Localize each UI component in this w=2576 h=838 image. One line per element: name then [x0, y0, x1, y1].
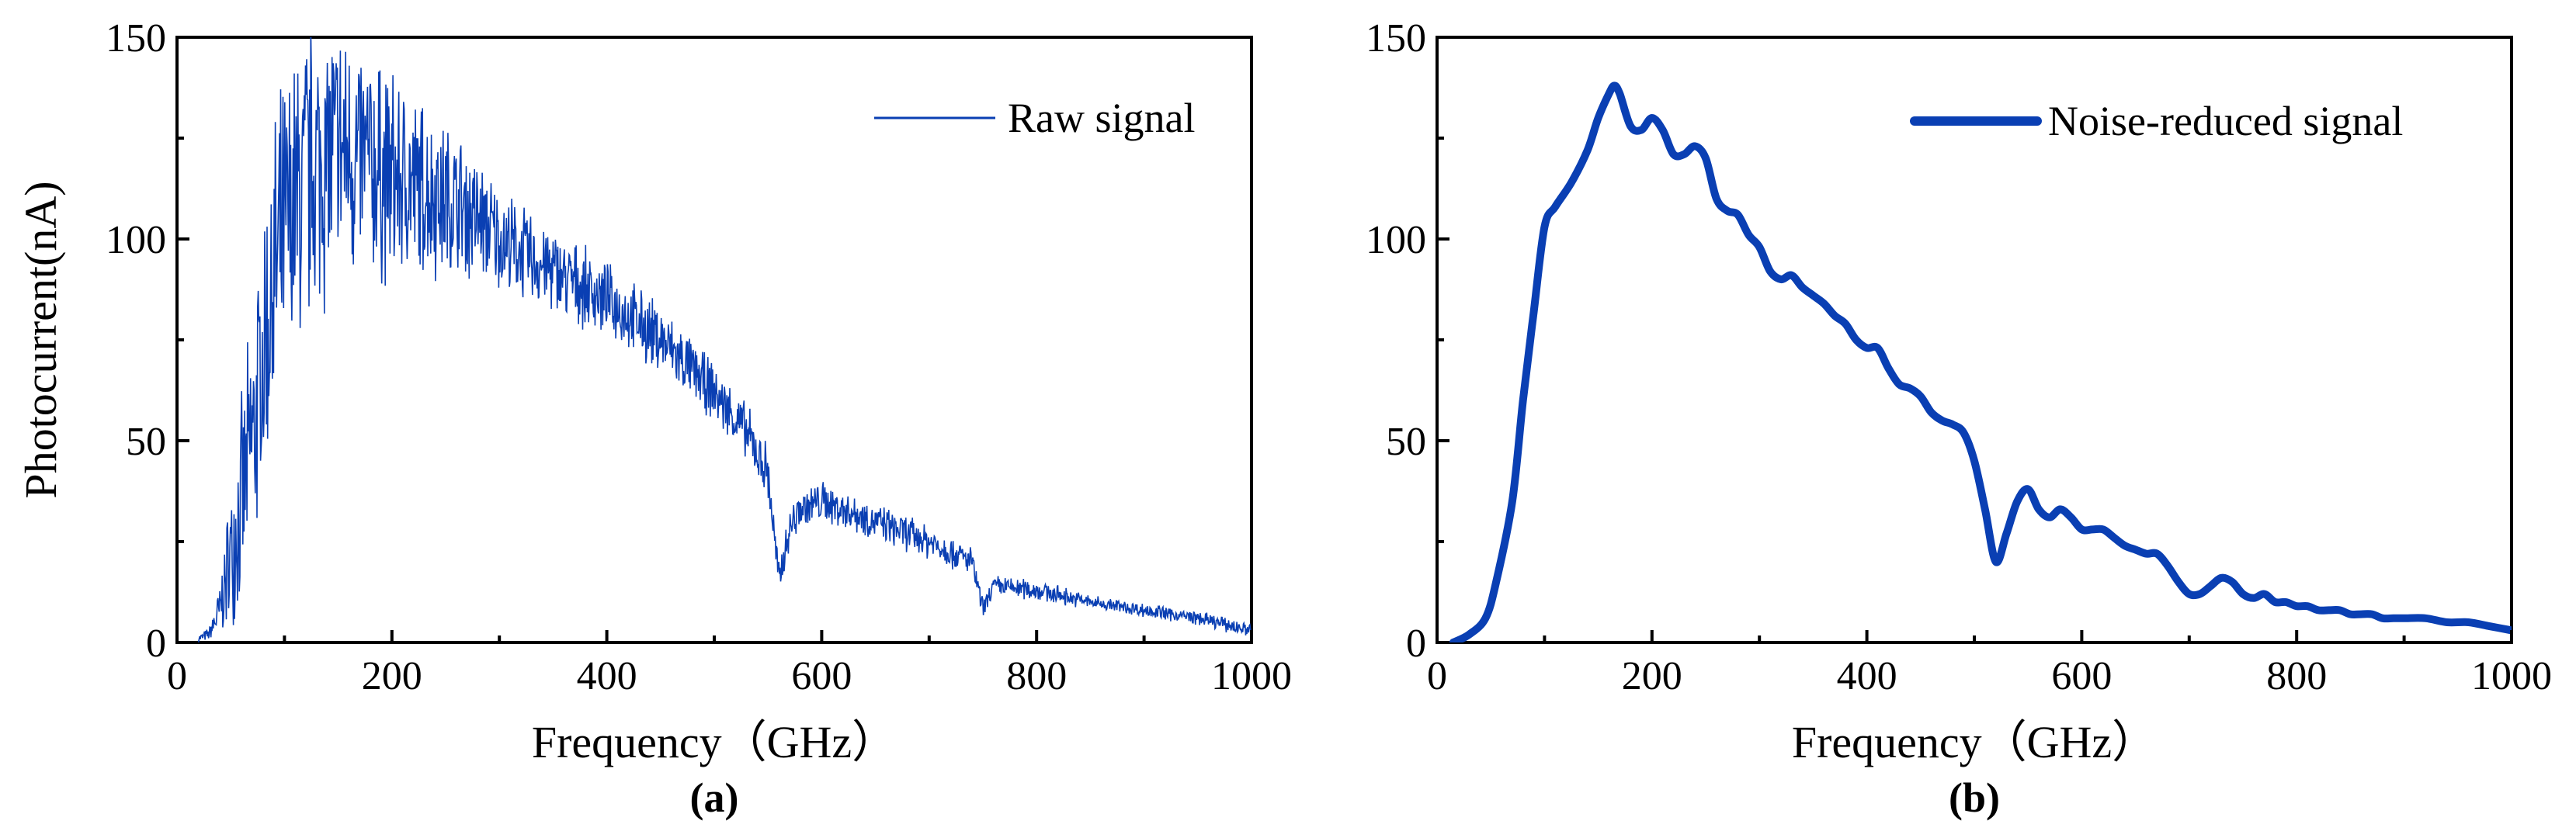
legend-b-label: Noise-reduced signal [2048, 98, 2403, 144]
legend-a-label: Raw signal [1008, 95, 1195, 141]
x-tick-label: 800 [2266, 654, 2327, 698]
panel-label-b: (b) [1949, 774, 2000, 821]
x-tick-label: 400 [1837, 654, 1897, 698]
x-tick-label: 400 [577, 654, 637, 698]
series-line-raw-signal [197, 37, 1252, 642]
panel-a: 0 200 400 600 800 1000 0 50 100 150 Raw signal Fr… [16, 16, 1292, 821]
panel-a-ticks: 0 200 400 600 800 1000 0 50 100 150 [106, 16, 1292, 698]
x-tick-label: 800 [1006, 654, 1067, 698]
y-tick-label: 150 [1366, 16, 1426, 61]
x-tick-label: 0 [167, 654, 187, 698]
x-tick-label: 200 [362, 654, 422, 698]
panel-a-series [197, 37, 1252, 642]
x-tick-label: 200 [1622, 654, 1682, 698]
x-axis-title-b: Frequency（GHz） [1792, 717, 2157, 767]
x-tick-label: 0 [1427, 654, 1447, 698]
panel-label-a: (a) [690, 774, 739, 821]
y-tick-label: 150 [106, 16, 166, 61]
panel-a-legend: Raw signal [874, 95, 1195, 141]
panel-b-series [1449, 81, 2512, 642]
y-axis-title-a: Photocurrent(nA) [16, 181, 66, 498]
y-tick-label: 50 [126, 420, 166, 464]
panel-b-ticks: 0 200 400 600 800 1000 0 50 100 150 [1366, 16, 2552, 698]
y-tick-label: 100 [1366, 218, 1426, 262]
y-tick-label: 0 [1406, 622, 1426, 666]
x-tick-label: 1000 [1211, 654, 1292, 698]
panel-b: 0 200 400 600 800 1000 0 50 100 150 Noise-reduced… [1366, 16, 2552, 821]
x-tick-label: 600 [2051, 654, 2112, 698]
panel-b-legend: Noise-reduced signal [1910, 98, 2403, 144]
x-tick-label: 600 [791, 654, 852, 698]
series-line-noise-reduced-signal [1449, 81, 2512, 642]
y-tick-label: 50 [1386, 420, 1426, 464]
x-tick-label: 1000 [2471, 654, 2552, 698]
x-axis-title-a: Frequency（GHz） [532, 717, 897, 767]
y-tick-label: 100 [106, 218, 166, 262]
y-tick-label: 0 [146, 622, 166, 666]
